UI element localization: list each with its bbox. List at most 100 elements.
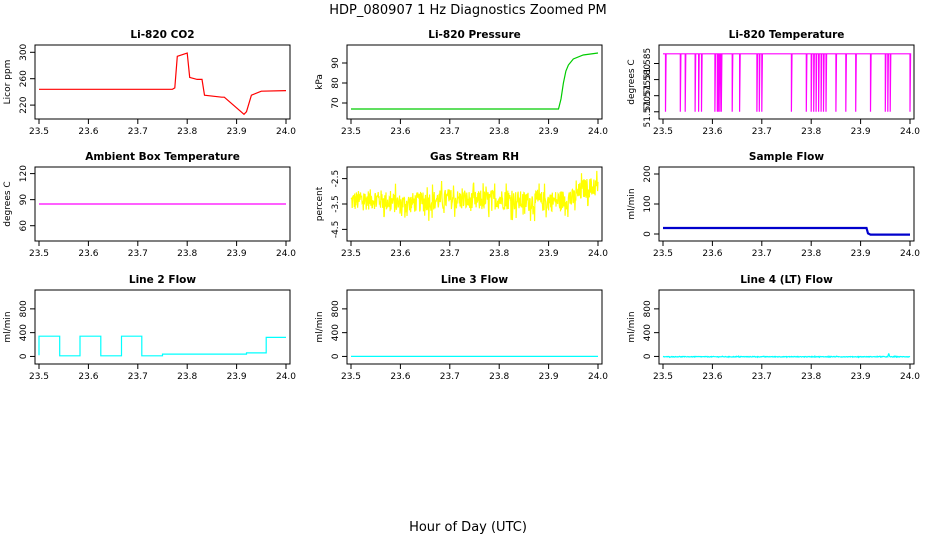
plot-frame (346, 289, 603, 365)
x-tick-label: 23.7 (128, 127, 148, 137)
figure-xlabel: Hour of Day (UTC) (409, 520, 527, 535)
x-tick-label: 23.9 (227, 249, 247, 259)
y-tick-label: 90 (331, 57, 341, 69)
x-tick-label: 23.5 (341, 127, 361, 137)
chart-panel: Ambient Box Temperature 23.5 23.6 23.7 23.8 2… (3, 151, 296, 259)
x-tick-label: 24.0 (588, 127, 608, 137)
series-line (350, 170, 599, 222)
y-axis-label: ml/min (627, 188, 637, 219)
chart-title: Gas Stream RH (430, 151, 519, 163)
x-tick-label: 23.6 (390, 127, 410, 137)
y-tick-label: 200 (643, 165, 653, 182)
series-line (38, 335, 286, 357)
y-tick-label: -4.5 (331, 221, 341, 239)
x-tick-label: 23.9 (851, 127, 871, 137)
x-tick-label: 24.0 (588, 372, 608, 382)
y-axis-label: degrees C (3, 181, 13, 226)
x-tick-label: 23.5 (653, 372, 673, 382)
y-tick-label: 0 (331, 353, 341, 359)
x-tick-label: 24.0 (276, 127, 296, 137)
y-tick-label: 0 (643, 353, 653, 359)
y-tick-label: 51.580 (643, 64, 653, 96)
x-tick-label: 24.0 (276, 249, 296, 259)
x-tick-label: 23.7 (752, 249, 772, 259)
series-line (662, 353, 911, 359)
x-tick-label: 23.7 (128, 249, 148, 259)
y-tick-label: 800 (643, 300, 653, 317)
x-tick-label: 23.9 (227, 372, 247, 382)
series-line (351, 52, 599, 110)
y-tick-label: 120 (19, 165, 29, 182)
x-tick-label: 23.6 (702, 372, 722, 382)
y-axis-label: kPa (315, 74, 325, 90)
y-axis-label: degrees C (627, 59, 637, 104)
y-tick-label: 90 (19, 194, 29, 206)
x-tick-label: 23.5 (653, 127, 673, 137)
y-tick-label: 51.585 (643, 48, 653, 80)
chart-panel: Gas Stream RH 23.5 23.6 23.7 23.8 23.9 24.0 -4.… (315, 151, 608, 259)
y-tick-label: 80 (331, 77, 341, 89)
x-tick-label: 23.9 (539, 249, 559, 259)
chart-title: Li-820 Pressure (428, 29, 521, 41)
plot-frame (34, 44, 291, 120)
figure-title: HDP_080907 1 Hz Diagnostics Zoomed PM (329, 3, 607, 18)
x-tick-label: 23.8 (801, 127, 821, 137)
x-tick-label: 24.0 (900, 249, 920, 259)
chart-title: Line 2 Flow (129, 274, 196, 286)
y-tick-label: 70 (331, 97, 341, 109)
chart-title: Line 3 Flow (441, 274, 508, 286)
x-tick-label: 23.6 (390, 372, 410, 382)
x-tick-label: 23.5 (29, 127, 49, 137)
x-tick-label: 23.7 (440, 372, 460, 382)
y-tick-label: 100 (643, 195, 653, 212)
chart-title: Line 4 (LT) Flow (740, 274, 833, 286)
x-tick-label: 23.8 (489, 249, 509, 259)
chart-title: Li-820 Temperature (729, 29, 845, 41)
plot-frame (658, 44, 915, 120)
y-tick-label: 400 (331, 324, 341, 341)
x-tick-label: 23.7 (440, 249, 460, 259)
x-tick-label: 23.6 (78, 249, 98, 259)
chart-title: Li-820 CO2 (130, 29, 194, 41)
y-tick-label: 60 (19, 220, 29, 232)
x-tick-label: 23.5 (341, 372, 361, 382)
x-tick-label: 23.8 (489, 127, 509, 137)
y-tick-label: 0 (19, 353, 29, 359)
chart-panel: Li-820 CO2 23.5 23.6 23.7 23.8 23.9 24.0 220 260… (3, 29, 296, 137)
x-tick-label: 23.6 (702, 127, 722, 137)
y-tick-label: 400 (19, 324, 29, 341)
y-tick-label: 51.570 (643, 96, 653, 128)
y-axis-label: ml/min (3, 311, 13, 342)
x-tick-label: 23.6 (702, 249, 722, 259)
y-tick-label: 400 (643, 324, 653, 341)
x-tick-label: 23.9 (539, 372, 559, 382)
chart-panel: Line 2 Flow 23.5 23.6 23.7 23.8 23.9 24.0 0 400 8… (3, 274, 296, 382)
x-tick-label: 23.8 (489, 372, 509, 382)
y-tick-label: 220 (19, 96, 29, 113)
x-tick-label: 23.7 (752, 372, 772, 382)
y-tick-label: 300 (19, 43, 29, 60)
chart-panel: Line 3 Flow 23.5 23.6 23.7 23.8 23.9 24.0 0 400 8… (315, 274, 608, 382)
y-axis-label: percent (315, 186, 325, 221)
y-tick-label: 0 (643, 231, 653, 237)
x-tick-label: 23.8 (177, 127, 197, 137)
x-tick-label: 23.8 (801, 249, 821, 259)
x-tick-label: 23.8 (801, 372, 821, 382)
plot-frame (658, 289, 915, 365)
plot-frame (658, 166, 915, 242)
x-tick-label: 23.9 (851, 249, 871, 259)
x-tick-label: 23.9 (851, 372, 871, 382)
y-axis-label: ml/min (627, 311, 637, 342)
y-axis-label: ml/min (315, 311, 325, 342)
chart-panel: Li-820 Temperature 23.5 23.6 23.7 23.8 23.9 24… (627, 29, 920, 137)
x-tick-label: 23.7 (128, 372, 148, 382)
x-tick-label: 24.0 (900, 127, 920, 137)
series-line (663, 53, 912, 112)
x-tick-label: 24.0 (900, 372, 920, 382)
x-tick-label: 23.5 (29, 249, 49, 259)
y-axis-label: Licor ppm (3, 60, 13, 105)
x-tick-label: 23.7 (752, 127, 772, 137)
x-tick-label: 23.6 (78, 127, 98, 137)
plot-frame (34, 289, 291, 365)
